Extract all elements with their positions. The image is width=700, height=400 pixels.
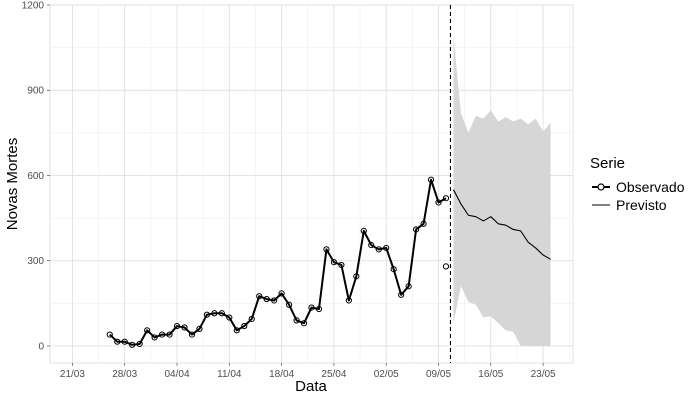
data-point-observado — [256, 293, 263, 300]
data-point-observado — [211, 310, 218, 317]
x-tick-label: 02/05 — [374, 369, 399, 380]
grid — [50, 4, 573, 363]
data-point-observado — [226, 314, 233, 321]
data-point-observado — [353, 273, 360, 280]
data-point-observado — [188, 331, 196, 338]
data-point-observado — [413, 226, 420, 233]
legend-item-previsto: Previsto — [592, 197, 667, 213]
data-point-observado — [121, 338, 128, 345]
x-tick-label: 23/05 — [531, 369, 556, 380]
data-point-observado — [330, 259, 338, 266]
data-point-observado — [203, 311, 210, 318]
data-point-observado — [360, 227, 367, 234]
x-axis-ticks: 21/03 28/03 04/04 11/04 18/04 25/04 02/05 09/05… — [60, 363, 556, 380]
x-tick-label: 18/04 — [269, 369, 294, 380]
data-point-observado — [308, 304, 315, 311]
data-point-observado — [114, 338, 121, 345]
y-tick-label: 300 — [27, 256, 44, 267]
data-point-observado — [315, 305, 323, 313]
data-point-observado — [233, 327, 240, 334]
y-tick-label: 900 — [27, 86, 44, 97]
data-point-observado — [278, 290, 285, 297]
data-point-observado — [398, 291, 405, 298]
data-point-observado — [435, 199, 442, 206]
x-axis-title: Data — [295, 378, 327, 395]
data-point-observado — [106, 331, 113, 338]
legend-label-previsto: Previsto — [616, 197, 667, 213]
series-line-previsto — [452, 189, 551, 260]
data-point-observado — [158, 331, 166, 338]
y-tick-label: 0 — [38, 341, 44, 352]
y-axis-title: Novas Mortes — [4, 138, 21, 231]
data-point-observado — [248, 315, 255, 323]
data-point-observado — [323, 246, 330, 253]
data-point-observado — [300, 320, 308, 327]
data-point-observado — [375, 246, 382, 253]
series-line-observado — [109, 178, 447, 346]
data-point-observado — [263, 295, 270, 303]
data-point-observado — [241, 322, 248, 330]
series-points-layer — [106, 176, 450, 348]
x-tick-label: 09/05 — [426, 369, 451, 380]
forecast-interval-band — [453, 36, 551, 346]
data-point-observado — [173, 322, 181, 330]
data-point-observado — [383, 244, 390, 252]
x-tick-label: 04/04 — [164, 369, 189, 380]
data-point-observado — [293, 317, 300, 324]
data-point-observado — [136, 340, 143, 348]
data-point-observado — [181, 324, 188, 331]
data-point-observado — [390, 266, 397, 273]
data-point-observado — [218, 310, 225, 317]
data-point-observado — [166, 331, 173, 338]
data-point-observado — [368, 241, 375, 249]
legend-label-observado: Observado — [616, 179, 685, 195]
data-point-observado — [345, 297, 352, 304]
y-tick-label: 600 — [27, 171, 44, 182]
data-point-observado — [271, 297, 278, 304]
data-point-observado — [442, 195, 450, 202]
legend-title: Serie — [590, 155, 625, 172]
data-point-observado — [151, 334, 158, 341]
legend-key-observado-marker — [597, 183, 605, 191]
data-point-previsto — [442, 263, 450, 270]
y-axis-ticks: 0 300 600 900 1200 — [22, 1, 50, 352]
data-point-observado — [196, 325, 203, 333]
x-tick-label: 25/04 — [321, 369, 346, 380]
data-point-observado — [285, 301, 293, 308]
forecast-band-layer — [453, 36, 551, 346]
series-lines-layer — [109, 5, 551, 363]
data-point-observado — [129, 341, 136, 348]
legend: Serie Observado Previsto — [590, 155, 685, 213]
data-point-observado — [405, 283, 412, 290]
data-point-observado — [420, 220, 427, 227]
x-tick-label: 21/03 — [60, 369, 85, 380]
y-tick-label: 1200 — [22, 1, 45, 12]
legend-item-observado: Observado — [592, 179, 685, 195]
x-tick-label: 16/05 — [478, 369, 503, 380]
data-point-observado — [427, 176, 435, 183]
data-point-observado — [338, 261, 345, 269]
x-tick-label: 28/03 — [112, 369, 137, 380]
data-point-observado — [144, 327, 151, 334]
x-tick-label: 11/04 — [217, 369, 242, 380]
